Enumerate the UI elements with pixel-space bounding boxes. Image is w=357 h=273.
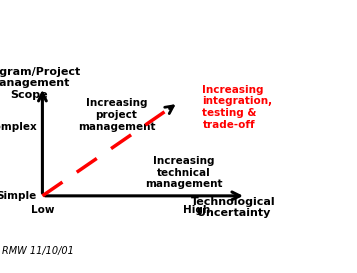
Text: Complex: Complex bbox=[0, 122, 37, 132]
Text: Low: Low bbox=[31, 205, 54, 215]
Text: Increasing
integration,
testing &
trade-off: Increasing integration, testing & trade-… bbox=[202, 85, 273, 130]
Text: High: High bbox=[183, 205, 211, 215]
Text: Simple: Simple bbox=[0, 191, 37, 201]
Text: Increasing
project
management: Increasing project management bbox=[78, 98, 155, 132]
Text: Increasing
technical
management: Increasing technical management bbox=[145, 156, 222, 189]
Text: Program/Project
Management
Scope: Program/Project Management Scope bbox=[0, 67, 80, 100]
Text: RMW 11/10/01: RMW 11/10/01 bbox=[2, 246, 74, 256]
Text: Technological
Uncertainty: Technological Uncertainty bbox=[191, 197, 276, 218]
